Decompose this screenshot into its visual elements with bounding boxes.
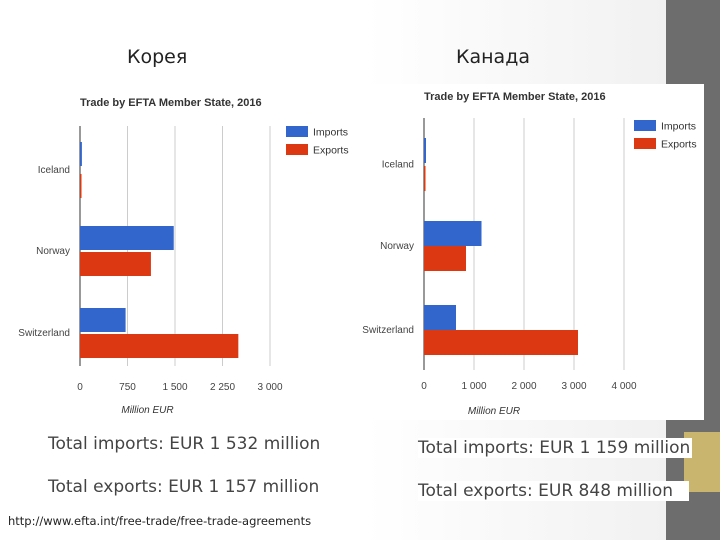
total-imports-canada: Total imports: EUR 1 159 million bbox=[418, 438, 693, 458]
x-tick-label: 750 bbox=[119, 382, 136, 393]
chart-panel-canada: Trade by EFTA Member State, 2016 0 1 000 2 … bbox=[352, 84, 704, 420]
bar-imports-norway bbox=[80, 226, 174, 250]
total-exports-korea: Total exports: EUR 1 157 million bbox=[48, 477, 320, 497]
bar-imports-iceland bbox=[80, 142, 82, 166]
total-exports-canada: Total exports: EUR 848 million bbox=[418, 481, 690, 501]
bar-exports-norway bbox=[424, 246, 466, 271]
bar-exports-iceland bbox=[80, 174, 82, 198]
category-label: Norway bbox=[36, 246, 70, 257]
category-label: Iceland bbox=[382, 160, 414, 171]
trade-chart-korea: Trade by EFTA Member State, 2016 0 750 1 50… bbox=[18, 97, 349, 416]
total-imports-korea: Total imports: EUR 1 532 million bbox=[48, 434, 321, 454]
x-tick-label: 2 000 bbox=[511, 381, 536, 392]
legend-label: Exports bbox=[661, 139, 697, 151]
x-tick-label: 3 000 bbox=[257, 382, 282, 393]
x-axis-title: Million EUR bbox=[121, 405, 173, 416]
category-label: Norway bbox=[380, 241, 414, 252]
chart-title: Trade by EFTA Member State, 2016 bbox=[80, 97, 262, 109]
bar-exports-iceland bbox=[424, 166, 426, 191]
bar-imports-switzerland bbox=[424, 305, 456, 330]
x-axis-title: Million EUR bbox=[468, 406, 520, 417]
x-tick-label: 3 000 bbox=[561, 381, 586, 392]
chart-panel-korea: Trade by EFTA Member State, 2016 0 750 1 50… bbox=[8, 88, 352, 420]
legend-label: Imports bbox=[313, 127, 348, 139]
bar-exports-switzerland bbox=[80, 334, 239, 358]
category-label: Switzerland bbox=[362, 325, 414, 336]
legend-swatch-imports bbox=[286, 126, 308, 137]
category-label: Iceland bbox=[38, 165, 70, 176]
source-url: http://www.efta.int/free-trade/free-trad… bbox=[8, 514, 312, 528]
x-tick-label: 4 000 bbox=[611, 381, 636, 392]
heading-korea: Корея bbox=[127, 46, 188, 68]
bar-imports-iceland bbox=[424, 138, 426, 163]
legend-label: Imports bbox=[661, 121, 696, 133]
bar-exports-switzerland bbox=[424, 330, 578, 355]
legend-swatch-exports bbox=[634, 138, 656, 149]
x-tick-label: 1 500 bbox=[162, 382, 187, 393]
chart-title: Trade by EFTA Member State, 2016 bbox=[424, 91, 606, 103]
legend-label: Exports bbox=[313, 145, 349, 157]
bar-imports-switzerland bbox=[80, 308, 126, 332]
legend-swatch-exports bbox=[286, 144, 308, 155]
category-label: Switzerland bbox=[18, 328, 70, 339]
trade-chart-canada: Trade by EFTA Member State, 2016 0 1 000 2 … bbox=[362, 91, 697, 417]
bar-exports-norway bbox=[80, 252, 151, 276]
x-tick-label: 2 250 bbox=[210, 382, 235, 393]
legend-swatch-imports bbox=[634, 120, 656, 131]
bar-imports-norway bbox=[424, 221, 482, 246]
heading-canada: Канада bbox=[456, 46, 530, 68]
x-tick-label: 0 bbox=[77, 382, 83, 393]
x-tick-label: 1 000 bbox=[461, 381, 486, 392]
x-tick-label: 0 bbox=[421, 381, 427, 392]
